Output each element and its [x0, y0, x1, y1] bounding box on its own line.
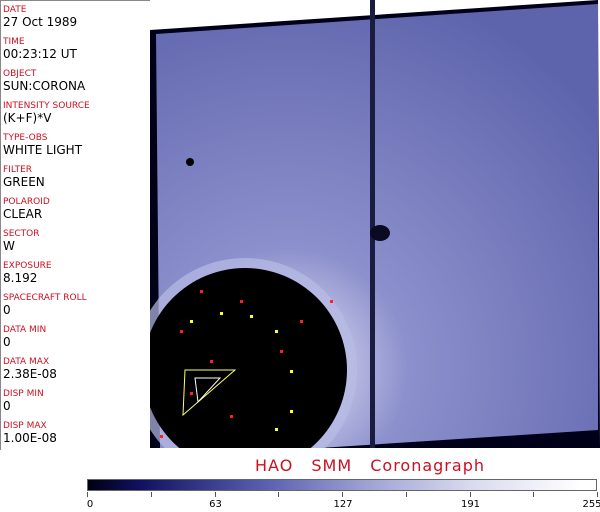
field-label: TYPE-OBS [3, 133, 48, 143]
field-polaroid: POLAROID CLEAR [3, 197, 50, 221]
field-value: 2.38E-08 [3, 367, 57, 381]
field-value: 27 Oct 1989 [3, 15, 78, 29]
field-value: 00:23:12 UT [3, 47, 77, 61]
field-label: POLAROID [3, 197, 50, 207]
field-label: DISP MAX [3, 421, 47, 431]
colorbar [87, 479, 597, 491]
field-label: EXPOSURE [3, 261, 52, 271]
colorbar-tick-label: 63 [209, 499, 222, 510]
field-value: 0 [3, 399, 11, 413]
field-label: TIME [3, 37, 25, 47]
field-value: W [3, 239, 15, 253]
colorbar-tick [405, 492, 407, 497]
field-data-max: DATA MAX 2.38E-08 [3, 357, 57, 381]
field-value: CLEAR [3, 207, 43, 221]
field-type-obs: TYPE-OBS WHITE LIGHT [3, 133, 82, 157]
field-label: SECTOR [3, 229, 40, 239]
field-value: WHITE LIGHT [3, 143, 83, 157]
field-label: DATE [3, 5, 27, 15]
field-disp-max: DISP MAX 1.00E-08 [3, 421, 57, 445]
field-value: (K+F)*V [3, 111, 52, 125]
field-label: OBJECT [3, 69, 37, 79]
colorbar-tick [214, 492, 216, 497]
field-data-min: DATA MIN 0 [3, 325, 46, 349]
colorbar-tick [469, 492, 471, 497]
field-value: 0 [3, 303, 11, 317]
field-value: SUN:CORONA [3, 79, 86, 93]
field-object: OBJECT SUN:CORONA [3, 69, 85, 93]
field-label: DISP MIN [3, 389, 44, 399]
occulter-disk [150, 268, 347, 448]
colorbar-tick [342, 492, 343, 497]
field-filter: FILTER GREEN [3, 165, 45, 189]
colorbar-tick [597, 492, 598, 497]
colorbar-tick-label: 0 [86, 499, 94, 510]
colorbar-tick [87, 492, 88, 497]
field-value: 0 [3, 335, 11, 349]
field-exposure: EXPOSURE 8.192 [3, 261, 52, 285]
colorbar-tick [278, 492, 280, 497]
occulter-pylon [370, 0, 375, 448]
colorbar-tick [150, 492, 152, 497]
colorbar-tick-label: 255 [582, 499, 600, 510]
colorbar-tick [533, 492, 535, 497]
colorbar-tick-label: 191 [460, 499, 481, 510]
field-label: DATA MAX [3, 357, 50, 367]
header-info-panel: DATE 27 Oct 1989 TIME 00:23:12 UT OBJECT SUN:… [0, 0, 150, 450]
field-value: GREEN [3, 175, 45, 189]
field-value: 1.00E-08 [3, 431, 57, 445]
instrument-title: HAO SMM Coronagraph [255, 456, 485, 475]
field-spacecraft-roll: SPACECRAFT ROLL 0 [3, 293, 87, 317]
field-disp-min: DISP MIN 0 [3, 389, 44, 413]
field-intensity-source: INTENSITY SOURCE (K+F)*V [3, 101, 90, 125]
field-time: TIME 00:23:12 UT [3, 37, 77, 61]
field-date: DATE 27 Oct 1989 [3, 5, 77, 29]
field-sector: SECTOR W [3, 229, 40, 253]
field-value: 8.192 [3, 271, 38, 285]
coronagraph-image [150, 0, 600, 448]
colorbar-tick-label: 127 [333, 499, 353, 510]
field-label: INTENSITY SOURCE [3, 101, 90, 111]
field-label: FILTER [3, 165, 33, 175]
field-label: DATA MIN [3, 325, 47, 335]
field-label: SPACECRAFT ROLL [3, 293, 87, 303]
